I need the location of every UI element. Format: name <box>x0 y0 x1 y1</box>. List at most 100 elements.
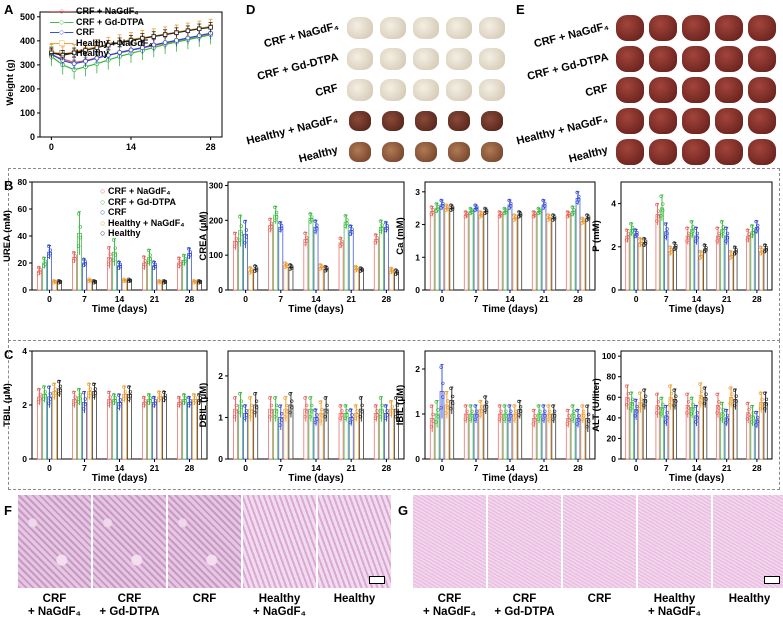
x-tick-label: 28 <box>752 294 762 304</box>
data-point <box>192 393 196 397</box>
data-point <box>41 385 46 389</box>
data-point <box>570 404 575 408</box>
x-tick-label: 7 <box>278 294 283 304</box>
kidney-histology-image <box>18 495 91 588</box>
data-point <box>463 210 468 214</box>
bar <box>575 198 581 291</box>
data-point <box>141 265 146 269</box>
data-point <box>78 235 82 240</box>
data-point <box>38 268 42 272</box>
data-point <box>497 417 502 422</box>
data-point <box>431 210 435 215</box>
data-point <box>754 423 758 427</box>
data-point <box>439 365 443 369</box>
data-point <box>388 266 393 271</box>
histology-caption: Healthy <box>333 593 376 605</box>
data-point <box>685 392 689 397</box>
data-point <box>94 45 100 50</box>
data-point <box>639 241 643 246</box>
kidney-specimen <box>415 141 437 162</box>
data-point <box>71 390 76 395</box>
data-point <box>665 411 669 415</box>
data-point <box>661 402 665 407</box>
data-point <box>695 411 699 415</box>
data-point <box>624 238 629 242</box>
data-point <box>704 248 708 252</box>
data-point <box>728 386 732 390</box>
data-point <box>358 266 363 270</box>
data-point <box>517 413 521 417</box>
data-point <box>253 410 257 415</box>
data-point <box>304 409 309 414</box>
scale-bar <box>369 576 385 584</box>
data-point <box>244 235 249 239</box>
data-point <box>71 61 77 67</box>
y-tick-label: 2 <box>218 371 223 381</box>
data-point <box>577 414 581 418</box>
liver-histology-image <box>488 495 561 588</box>
data-point <box>668 402 672 407</box>
data-point <box>509 414 513 418</box>
bar <box>585 217 591 291</box>
data-point <box>728 401 732 406</box>
data-point <box>153 262 158 267</box>
data-point <box>127 385 131 389</box>
liver-specimen <box>649 45 677 72</box>
data-point <box>470 409 474 413</box>
histology-caption: CRF + Gd-DTPA <box>494 593 555 618</box>
data-point <box>732 245 737 249</box>
data-point <box>536 417 541 422</box>
data-point <box>53 280 58 284</box>
data-point <box>355 409 359 413</box>
data-point <box>665 231 669 236</box>
kidney-specimen <box>413 78 439 101</box>
y-tick-label: 100 <box>209 250 223 260</box>
data-point <box>238 410 242 415</box>
data-point <box>663 420 668 424</box>
data-point <box>754 410 758 415</box>
data-point <box>88 391 93 395</box>
data-point <box>434 400 439 404</box>
data-point <box>284 264 289 268</box>
data-point <box>234 241 238 245</box>
data-point <box>551 404 555 408</box>
data-point <box>512 213 516 217</box>
data-point <box>340 409 344 413</box>
bar <box>634 233 639 291</box>
data-point <box>730 392 734 396</box>
data-point <box>763 391 767 395</box>
liver-specimen <box>748 107 776 134</box>
data-point <box>197 393 201 397</box>
bar <box>112 399 117 460</box>
data-point <box>436 408 440 412</box>
data-point <box>624 402 629 407</box>
bar <box>373 239 379 291</box>
data-point <box>533 418 537 422</box>
data-point <box>717 400 721 404</box>
data-point <box>117 40 122 45</box>
x-tick-label: 14 <box>126 142 136 152</box>
data-point <box>198 280 203 284</box>
y-axis-label: IBIL (μM) <box>395 385 406 425</box>
data-point <box>183 259 187 264</box>
data-point <box>71 259 76 263</box>
bar <box>147 399 152 460</box>
kidney-specimen <box>479 47 505 70</box>
panel-label-d: D <box>246 2 256 17</box>
bar <box>187 401 192 460</box>
data-point <box>57 379 61 384</box>
data-point <box>538 409 542 413</box>
data-point <box>672 388 676 392</box>
data-point <box>278 423 282 427</box>
data-point <box>81 257 86 262</box>
data-point <box>273 396 277 400</box>
x-tick-label: 0 <box>47 463 52 473</box>
data-point <box>308 414 312 419</box>
data-point <box>73 395 77 399</box>
bar <box>729 255 734 291</box>
y-tick-label: 60 <box>18 204 28 214</box>
data-point <box>383 228 388 233</box>
data-point <box>686 236 691 240</box>
x-tick-label: 14 <box>115 294 125 304</box>
